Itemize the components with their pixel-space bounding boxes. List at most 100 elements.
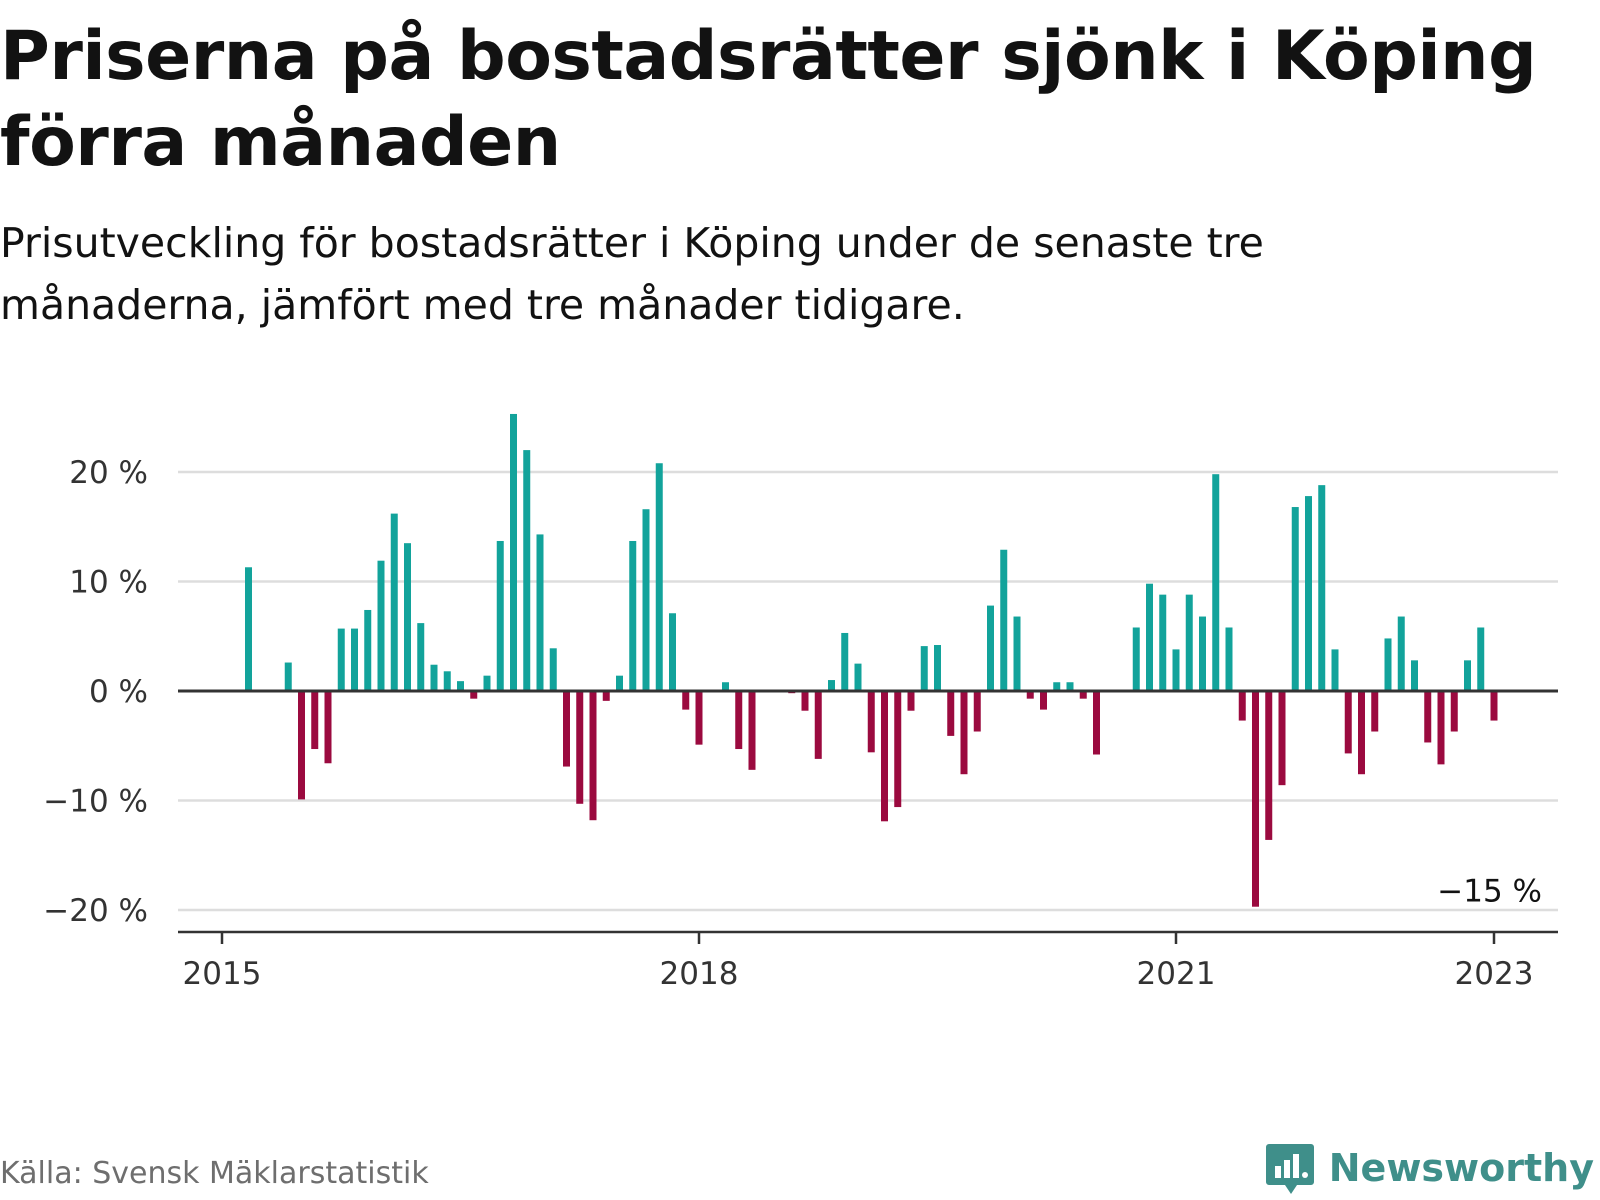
bar bbox=[470, 691, 478, 699]
bar bbox=[1000, 549, 1008, 691]
bar bbox=[1238, 691, 1246, 721]
bar bbox=[881, 691, 888, 822]
bar bbox=[563, 691, 570, 767]
bar bbox=[1358, 691, 1365, 775]
bars bbox=[245, 413, 1498, 907]
bar bbox=[1384, 638, 1392, 691]
bar bbox=[1331, 649, 1339, 691]
bar bbox=[947, 691, 955, 736]
bar bbox=[1053, 682, 1061, 691]
bar bbox=[602, 691, 610, 701]
bar bbox=[934, 645, 941, 691]
bar bbox=[841, 632, 849, 691]
bar bbox=[311, 691, 319, 750]
bar bbox=[337, 628, 345, 691]
bar bbox=[483, 675, 491, 691]
brand-logo: Newsworthy bbox=[1265, 1140, 1594, 1196]
bar bbox=[1212, 474, 1220, 691]
brand-name: Newsworthy bbox=[1328, 1146, 1594, 1190]
bar bbox=[364, 609, 372, 691]
bar bbox=[894, 691, 902, 808]
chart-subtitle: Prisutveckling för bostadsrätter i Köpin… bbox=[0, 219, 1264, 329]
bar bbox=[576, 691, 584, 804]
bar-chart: 20 % 10 % 0 % −10 % −20 % 2015 2018 2021 2023 −… bbox=[43, 413, 1558, 992]
bar bbox=[973, 691, 981, 732]
bar bbox=[1397, 616, 1405, 691]
bar bbox=[1464, 660, 1471, 691]
x-tick-label: 2018 bbox=[660, 956, 739, 992]
bar bbox=[430, 664, 438, 691]
bar bbox=[1265, 691, 1273, 840]
bar bbox=[629, 540, 637, 691]
bar bbox=[324, 691, 332, 764]
bar bbox=[510, 413, 517, 691]
bar bbox=[1225, 627, 1233, 691]
bar bbox=[1278, 691, 1286, 786]
bar bbox=[1437, 691, 1445, 765]
bar bbox=[1079, 691, 1087, 699]
bar bbox=[1252, 691, 1259, 907]
annotations: −15 % bbox=[1437, 873, 1542, 909]
bar bbox=[920, 646, 928, 691]
bar bbox=[1424, 691, 1432, 743]
bar bbox=[828, 680, 835, 691]
source-note: Källa: Svensk Mäklarstatistik bbox=[0, 1156, 429, 1191]
y-axis-labels: 20 % 10 % 0 % −10 % −20 % bbox=[43, 455, 148, 929]
bar-chart-logo-icon bbox=[1265, 1144, 1314, 1194]
bar bbox=[1040, 691, 1047, 710]
bar bbox=[987, 605, 994, 691]
bar bbox=[1185, 594, 1193, 691]
bar bbox=[589, 691, 597, 821]
bar bbox=[496, 540, 504, 691]
bar bbox=[814, 691, 822, 759]
bar bbox=[1371, 691, 1379, 732]
bar bbox=[748, 691, 756, 770]
bar bbox=[549, 648, 557, 691]
bar bbox=[523, 450, 531, 691]
bar bbox=[1411, 660, 1418, 691]
bar bbox=[404, 543, 411, 691]
x-tick-label: 2021 bbox=[1137, 956, 1216, 992]
bar bbox=[284, 662, 292, 691]
bar bbox=[854, 663, 862, 691]
bar bbox=[457, 681, 464, 691]
chart-title: Priserna på bostadsrätter sjönk i Köping… bbox=[0, 17, 1537, 182]
bar bbox=[616, 675, 623, 691]
bar bbox=[682, 691, 690, 710]
bar bbox=[377, 560, 385, 691]
y-tick-label: −20 % bbox=[43, 893, 148, 929]
bar bbox=[655, 463, 663, 691]
bar bbox=[669, 613, 676, 691]
bar bbox=[443, 671, 451, 691]
bar bbox=[801, 691, 809, 711]
bar bbox=[1172, 649, 1180, 691]
bar bbox=[245, 567, 252, 691]
y-tick-label: 0 % bbox=[89, 674, 148, 710]
bar bbox=[695, 691, 703, 745]
bar bbox=[1132, 627, 1140, 691]
bar bbox=[1026, 691, 1034, 699]
bar bbox=[417, 623, 425, 691]
bar bbox=[1344, 691, 1352, 754]
bar bbox=[390, 513, 398, 691]
bar bbox=[1159, 594, 1167, 691]
y-tick-label: −10 % bbox=[43, 784, 148, 820]
bar bbox=[1013, 616, 1021, 691]
bar bbox=[907, 691, 915, 711]
bar bbox=[722, 682, 729, 691]
y-tick-label: 10 % bbox=[69, 565, 148, 601]
bar bbox=[735, 691, 743, 750]
bar bbox=[1450, 691, 1458, 732]
bar bbox=[1146, 583, 1153, 691]
bar bbox=[1291, 507, 1299, 691]
bar bbox=[1093, 691, 1100, 755]
bar bbox=[536, 534, 544, 691]
x-axis: 2015 2018 2021 2023 bbox=[178, 930, 1558, 992]
bar bbox=[1477, 627, 1485, 691]
bar bbox=[642, 509, 650, 691]
bar bbox=[1305, 496, 1312, 691]
bar bbox=[960, 691, 968, 775]
bar bbox=[1199, 616, 1206, 691]
bar bbox=[867, 691, 875, 753]
y-tick-label: 20 % bbox=[69, 455, 148, 491]
